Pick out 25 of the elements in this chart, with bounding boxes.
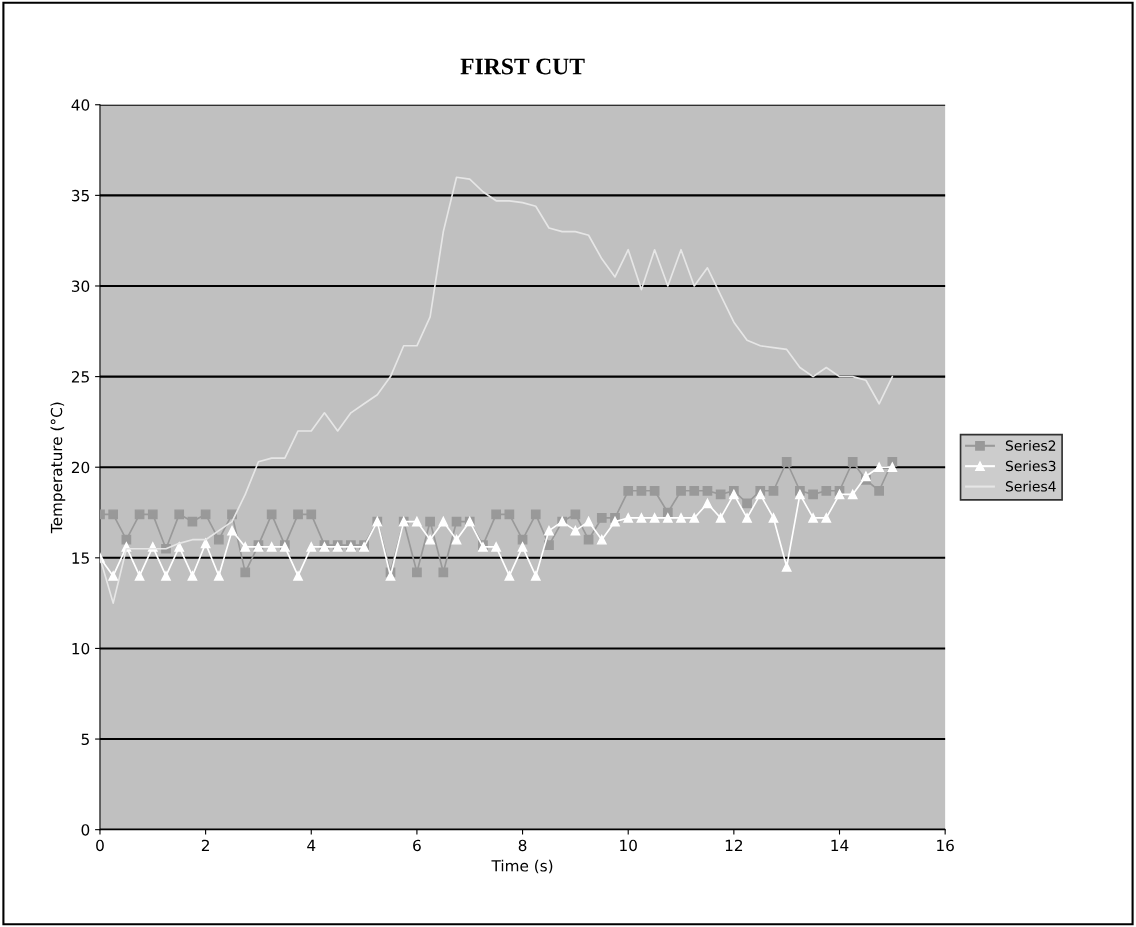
y-tick-label: 15 xyxy=(72,552,89,564)
y-tick-label: 35 xyxy=(71,189,89,202)
y-tick-label: 5 xyxy=(81,733,89,746)
x-tick-label: 0 xyxy=(96,839,104,852)
y-tick-label: 20 xyxy=(71,461,90,474)
y-tick-label: 30 xyxy=(71,280,90,292)
legend-label: Series3 xyxy=(1005,460,1056,472)
x-tick-label: 12 xyxy=(725,839,743,851)
legend-label: Series4 xyxy=(1005,480,1056,492)
y-axis-title: Temperature (°C) xyxy=(50,402,66,534)
y-tick-label: 10 xyxy=(72,642,90,655)
y-tick-label: 40 xyxy=(71,99,90,111)
chart-title: FIRST CUT xyxy=(460,58,585,75)
x-tick-label: 8 xyxy=(518,839,527,852)
x-tick-label: 16 xyxy=(937,839,954,852)
line-series xyxy=(99,176,894,604)
y-tick-label: 0 xyxy=(81,824,90,836)
x-tick-label: 6 xyxy=(413,839,421,852)
x-axis-title: Time (s) xyxy=(491,859,553,874)
x-tick-label: 2 xyxy=(201,839,209,851)
x-tick-label: 14 xyxy=(831,839,849,851)
y-tick-label: 25 xyxy=(71,371,89,383)
x-tick-label: 10 xyxy=(620,839,637,852)
x-tick-label: 4 xyxy=(307,839,316,851)
legend-label: Series2 xyxy=(1005,440,1056,451)
